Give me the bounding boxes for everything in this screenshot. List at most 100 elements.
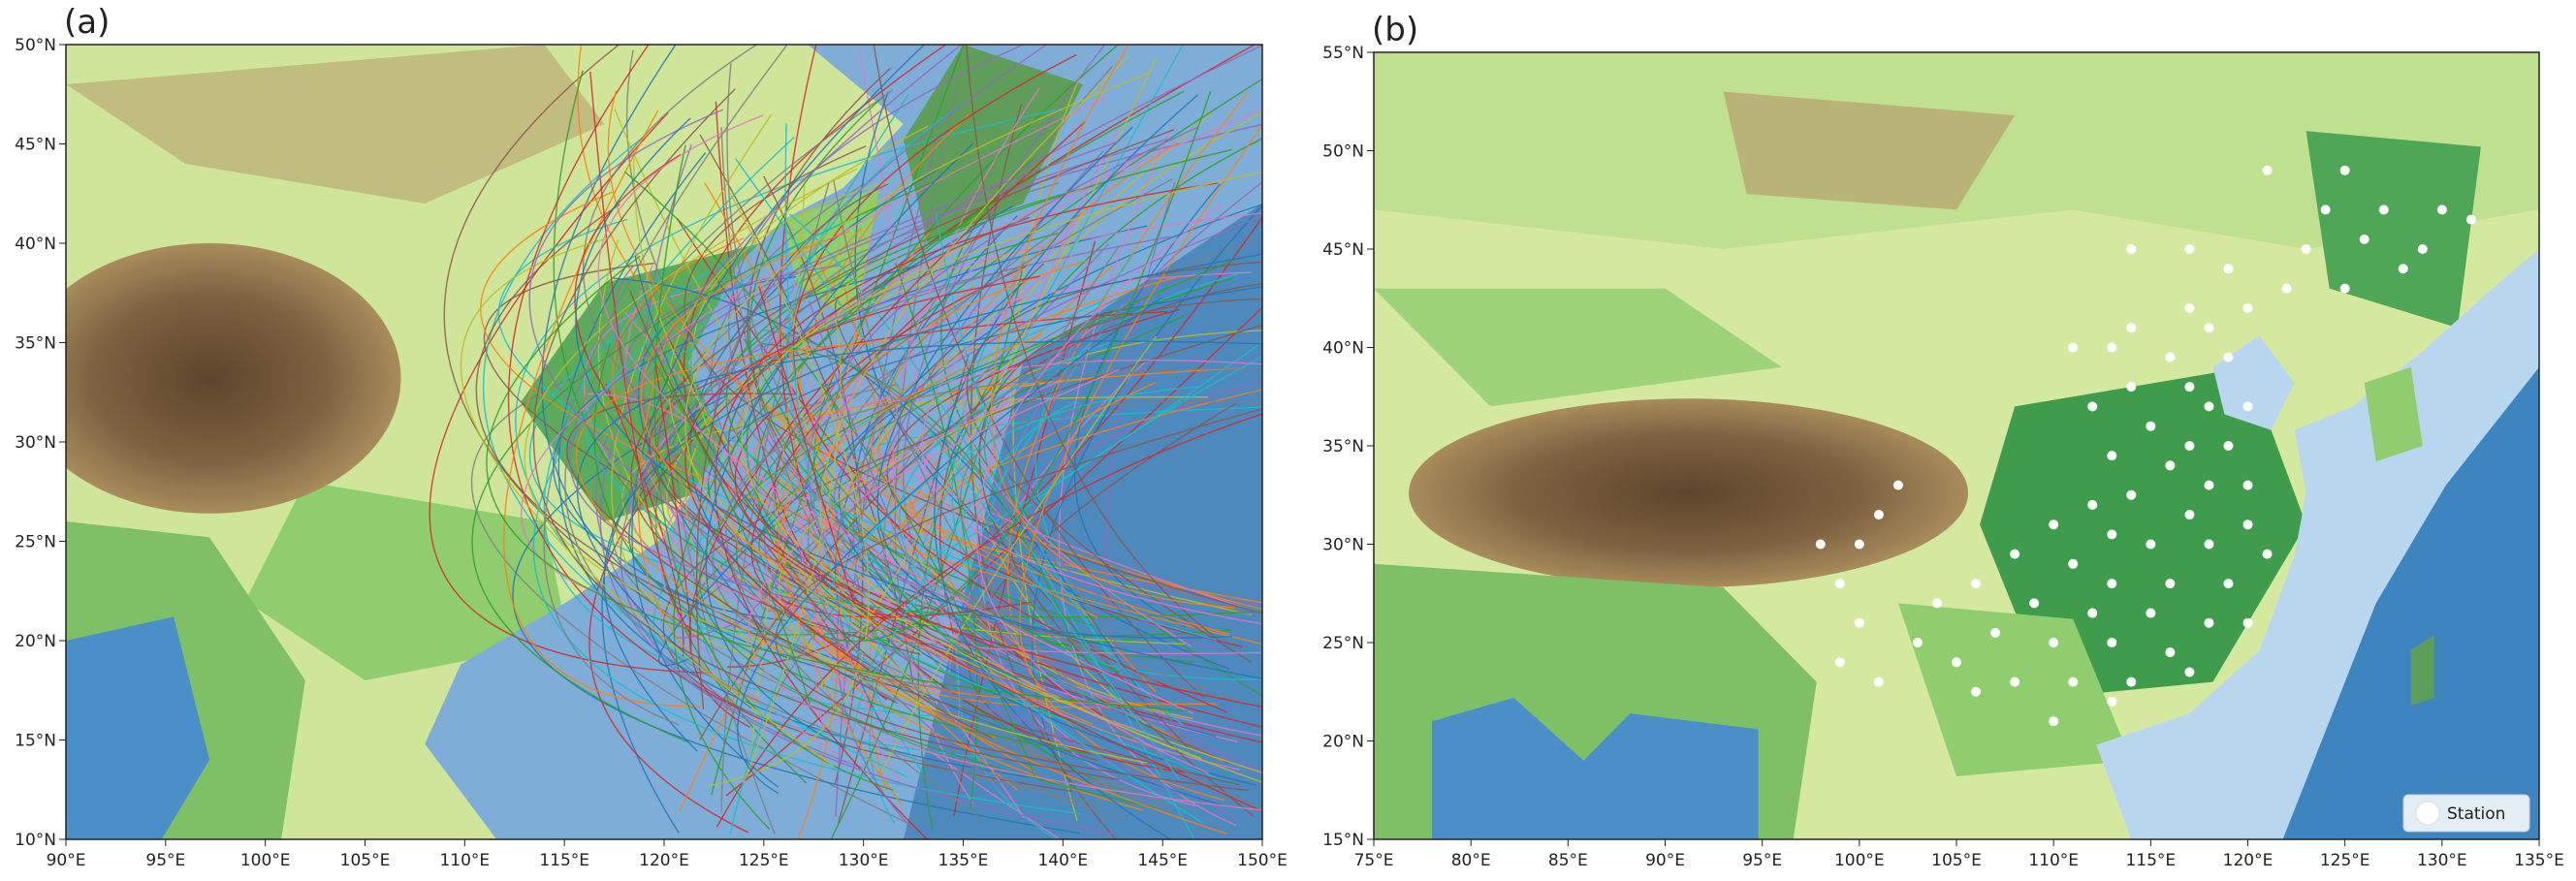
track-line [708,193,870,787]
station [1834,657,1845,668]
track-line [673,199,998,831]
track-line [747,67,1230,765]
track-line [624,264,1039,643]
track-line [662,324,1262,793]
track-line [528,109,1182,796]
track-line [597,114,1193,714]
track-line [1019,124,1262,697]
x-tick-label: 140°E [1037,851,1088,870]
station [2359,234,2369,244]
track-line [586,393,871,714]
station [2242,401,2253,412]
station [2087,608,2098,618]
track-line [595,123,1262,705]
track-line [772,333,1109,704]
station [2087,499,2098,510]
x-tick-label: 150°E [1237,851,1288,870]
x-tick-label: 125°E [739,851,789,870]
plot-frame [65,44,1263,840]
track-line [734,396,1262,708]
track-line [497,218,973,602]
track-line [939,298,1262,634]
station [2184,244,2195,254]
track-line [988,306,1164,743]
x-tick-label: 95°E [145,851,185,870]
station [2204,480,2214,490]
station [2107,342,2117,353]
track-line [792,53,1228,713]
y-tick-label: 40°N [15,235,56,254]
station [2126,244,2137,254]
track-line [569,141,1120,606]
panel-label: (b) [1372,11,1418,49]
track-line [716,413,1262,828]
track-line [443,45,703,636]
station [2398,264,2408,274]
track-line [605,383,684,657]
track-line [808,126,1199,677]
x-tick-label: 145°E [1137,851,1188,870]
y-tick-label: 45°N [1322,240,1364,260]
station [2049,716,2059,727]
track-line [758,286,856,605]
station [2223,352,2234,362]
x-tick-label: 135°E [938,851,989,870]
track-line [758,259,1262,618]
track-line [607,90,1098,618]
track-line [623,171,1036,778]
x-tick-label: 110°E [439,851,490,870]
track-line [685,242,1054,653]
track-line [720,182,830,813]
track-line [789,213,1195,839]
track-line [603,253,1262,752]
x-tick-label: 130°E [839,851,889,870]
station [2242,480,2253,490]
track-line [743,338,1054,679]
station [2107,451,2117,461]
station [2010,676,2020,687]
x-tick-label: 135°E [2514,851,2564,870]
station [2465,214,2476,225]
x-tick-label: 125°E [2320,851,2370,870]
x-tick-label: 95°E [1742,851,1782,870]
x-tick-label: 120°E [2223,851,2274,870]
track-line [629,291,993,739]
track-line [583,280,1061,839]
track-line [728,227,1144,811]
x-tick-label: 80°E [1451,851,1491,870]
y-tick-label: 25°N [1322,634,1364,653]
track-line [564,89,1102,806]
track-line [654,363,692,654]
y-tick-label: 50°N [15,36,56,55]
station [2262,549,2273,559]
track-line [689,168,1224,807]
track-line [725,366,1262,820]
track-line [634,255,1257,787]
track-line [784,123,923,772]
station [2068,342,2079,353]
station [2049,519,2059,530]
track-line [1003,245,1241,701]
station [2126,489,2137,500]
station [1815,539,1826,550]
track-line [979,129,1196,807]
track-line [588,45,1256,834]
station [1952,657,1961,668]
track-line [640,231,1094,725]
track-line [880,335,1157,773]
track-line [712,177,1173,701]
track-line [836,149,1104,831]
station [1971,686,1982,697]
track-line [699,277,1234,809]
station [1931,598,1942,609]
station [1971,579,1982,589]
track-line [691,180,912,681]
station [2165,352,2176,362]
station [2029,598,2040,609]
station [2378,205,2389,215]
station [2204,617,2214,628]
x-tick-label: 100°E [1834,851,1885,870]
track-line [710,182,1003,644]
x-tick-label: 85°E [1548,851,1588,870]
